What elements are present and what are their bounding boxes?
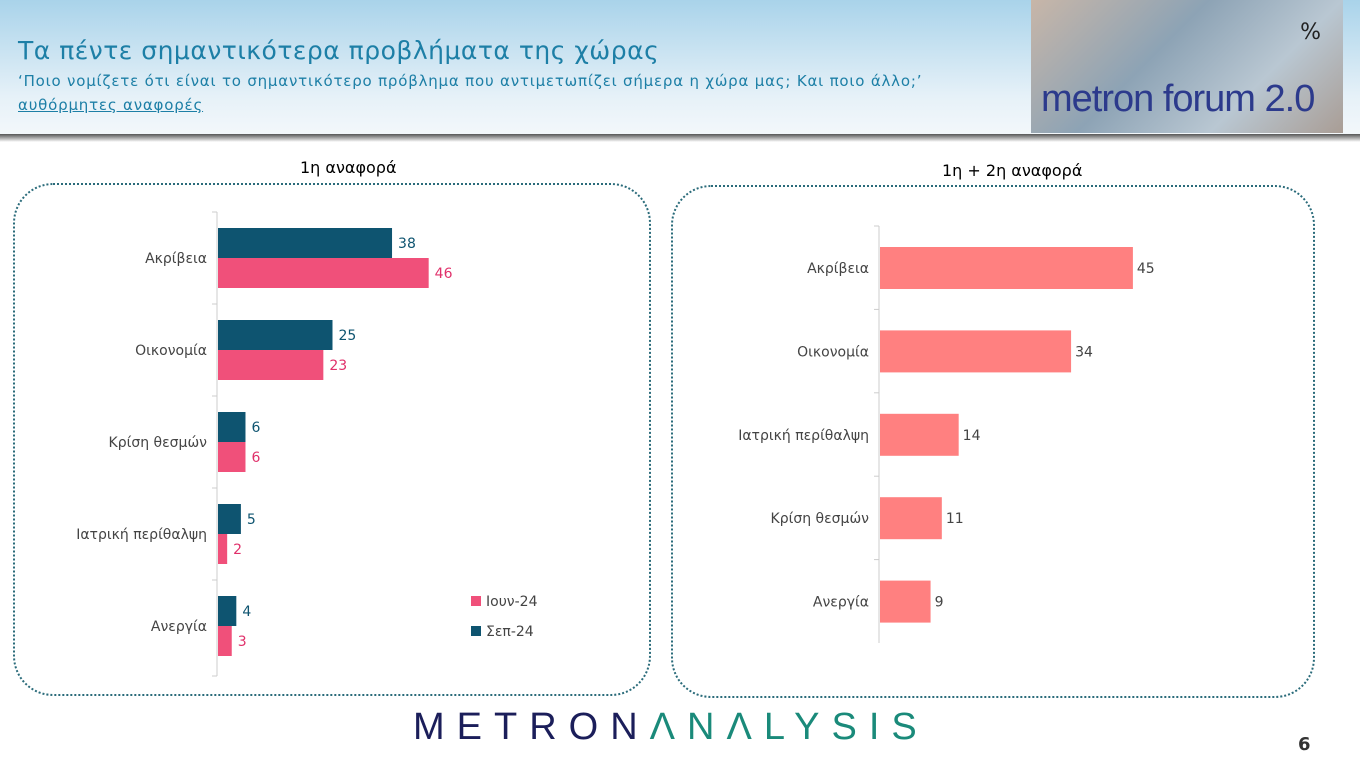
data-label: 23 bbox=[329, 358, 347, 374]
bar-Ιουν-24 bbox=[218, 350, 324, 380]
bar-Ιουν-24 bbox=[218, 626, 232, 656]
data-label: 14 bbox=[963, 428, 981, 444]
metron-forum-logo: % metron forum 2.0 bbox=[1031, 0, 1343, 133]
data-label: 5 bbox=[247, 512, 256, 528]
data-label: 38 bbox=[398, 236, 416, 252]
bar bbox=[880, 247, 1133, 289]
category-label: Ιατρική περίθαλψη bbox=[76, 527, 207, 543]
data-label: 34 bbox=[1075, 344, 1093, 360]
chart-title-left: 1η αναφορά bbox=[300, 158, 397, 177]
legend-swatch bbox=[471, 596, 481, 606]
data-label: 3 bbox=[238, 634, 247, 650]
legend-swatch bbox=[471, 626, 481, 636]
legend-label: Ιουν-24 bbox=[486, 594, 538, 610]
logo-text: metron forum 2.0 bbox=[1041, 78, 1315, 120]
bar bbox=[880, 580, 931, 623]
bar bbox=[880, 413, 959, 456]
metron-analysis-logo: METRONΛNΛLYSIS bbox=[413, 706, 929, 748]
data-label: 4 bbox=[242, 604, 251, 620]
left-chart-panel bbox=[13, 183, 651, 696]
bar-Σεπ-24 bbox=[218, 504, 241, 534]
page-title: Τα πέντε σημαντικότερα προβλήματα της χώ… bbox=[18, 36, 660, 65]
unit-label: % bbox=[1300, 20, 1321, 45]
chart-title-right: 1η + 2η αναφορά bbox=[942, 161, 1083, 180]
category-label: Ανεργία bbox=[151, 619, 207, 635]
data-label: 6 bbox=[251, 450, 260, 466]
bar-Σεπ-24 bbox=[218, 320, 333, 350]
data-label: 46 bbox=[435, 266, 453, 282]
right-chart-panel bbox=[671, 185, 1315, 698]
category-label: Κρίση θεσμών bbox=[771, 511, 870, 527]
category-label: Ακρίβεια bbox=[807, 261, 869, 277]
category-label: Οικονομία bbox=[135, 343, 207, 359]
bar-Ιουν-24 bbox=[218, 258, 429, 288]
data-label: 11 bbox=[946, 511, 964, 527]
bar-Ιουν-24 bbox=[218, 442, 246, 472]
question-text: ‘Ποιο νομίζετε ότι είναι το σημαντικότερ… bbox=[18, 72, 923, 90]
data-label: 25 bbox=[339, 328, 357, 344]
bar bbox=[880, 497, 942, 540]
category-label: Ιατρική περίθαλψη bbox=[738, 428, 869, 444]
page-number: 6 bbox=[1298, 734, 1311, 755]
data-label: 2 bbox=[233, 542, 242, 558]
category-label: Κρίση θεσμών bbox=[109, 435, 208, 451]
category-label: Ανεργία bbox=[813, 595, 869, 611]
bar bbox=[880, 330, 1072, 373]
data-label: 6 bbox=[251, 420, 260, 436]
bar-Σεπ-24 bbox=[218, 596, 237, 626]
bar-Σεπ-24 bbox=[218, 412, 246, 442]
header-divider bbox=[0, 134, 1360, 142]
bar-Ιουν-24 bbox=[218, 534, 228, 564]
category-label: Οικονομία bbox=[797, 344, 869, 360]
legend-label: Σεπ-24 bbox=[486, 624, 534, 640]
note-text: αυθόρμητες αναφορές bbox=[18, 96, 204, 114]
category-label: Ακρίβεια bbox=[145, 251, 207, 267]
bar-Σεπ-24 bbox=[218, 228, 393, 258]
data-label: 45 bbox=[1137, 261, 1155, 277]
data-label: 9 bbox=[935, 595, 944, 611]
